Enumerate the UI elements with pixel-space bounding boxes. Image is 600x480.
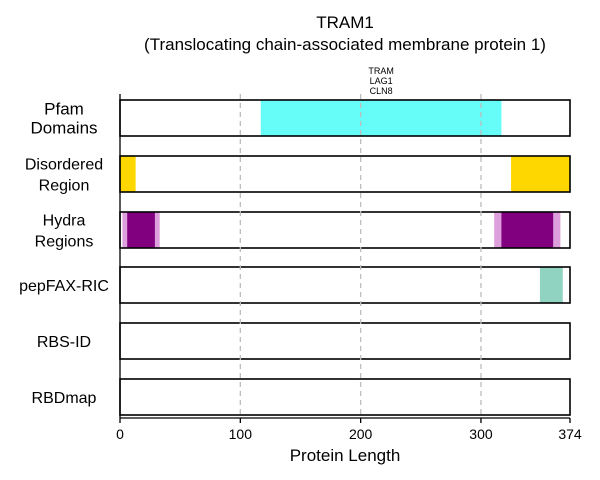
x-tick-label: 374 — [558, 426, 582, 442]
x-tick-label: 100 — [229, 426, 253, 442]
grid-layer — [239, 94, 482, 418]
track-label: Pfam Domains — [30, 100, 97, 138]
track-row: Hydra Regions — [35, 211, 571, 251]
track-label: RBS-ID — [37, 334, 91, 351]
track-frame — [119, 322, 571, 360]
track-row: Disordered Region — [25, 155, 571, 195]
x-tick-label: 200 — [349, 426, 373, 442]
track-row: pepFAX-RIC — [19, 266, 571, 304]
domain-annotation-label: TRAM LAG1 CLN8 — [368, 66, 394, 96]
feature-segment — [127, 212, 155, 248]
track-row: RBDmap — [32, 378, 571, 416]
x-axis-label: Protein Length — [290, 446, 401, 465]
chart-subtitle: (Translocating chain-associated membrane… — [144, 35, 546, 54]
track-label: RBDmap — [32, 390, 97, 407]
chart-title: TRAM1 — [316, 13, 374, 32]
track-frame — [119, 155, 571, 193]
feature-segment — [120, 156, 136, 192]
track-frame — [119, 378, 571, 416]
tracks-layer: TRAM LAG1 CLN8 Pfam Domains Disordered Region H… — [19, 66, 571, 416]
track-label: Hydra Regions — [35, 213, 94, 251]
feature-segment — [501, 212, 554, 248]
track-frame — [119, 266, 571, 304]
track-label: Disordered Region — [25, 157, 103, 195]
track-label: pepFAX-RIC — [19, 278, 109, 295]
track-row: RBS-ID — [37, 322, 571, 360]
feature-segment — [539, 267, 563, 303]
track-row: TRAM LAG1 CLN8 Pfam Domains — [30, 66, 571, 138]
feature-segment — [511, 156, 570, 192]
x-axis: 0 100 200 300 374 — [116, 94, 582, 442]
x-tick-label: 0 — [116, 426, 124, 442]
x-tick-label: 300 — [469, 426, 493, 442]
feature-segment — [260, 100, 502, 136]
